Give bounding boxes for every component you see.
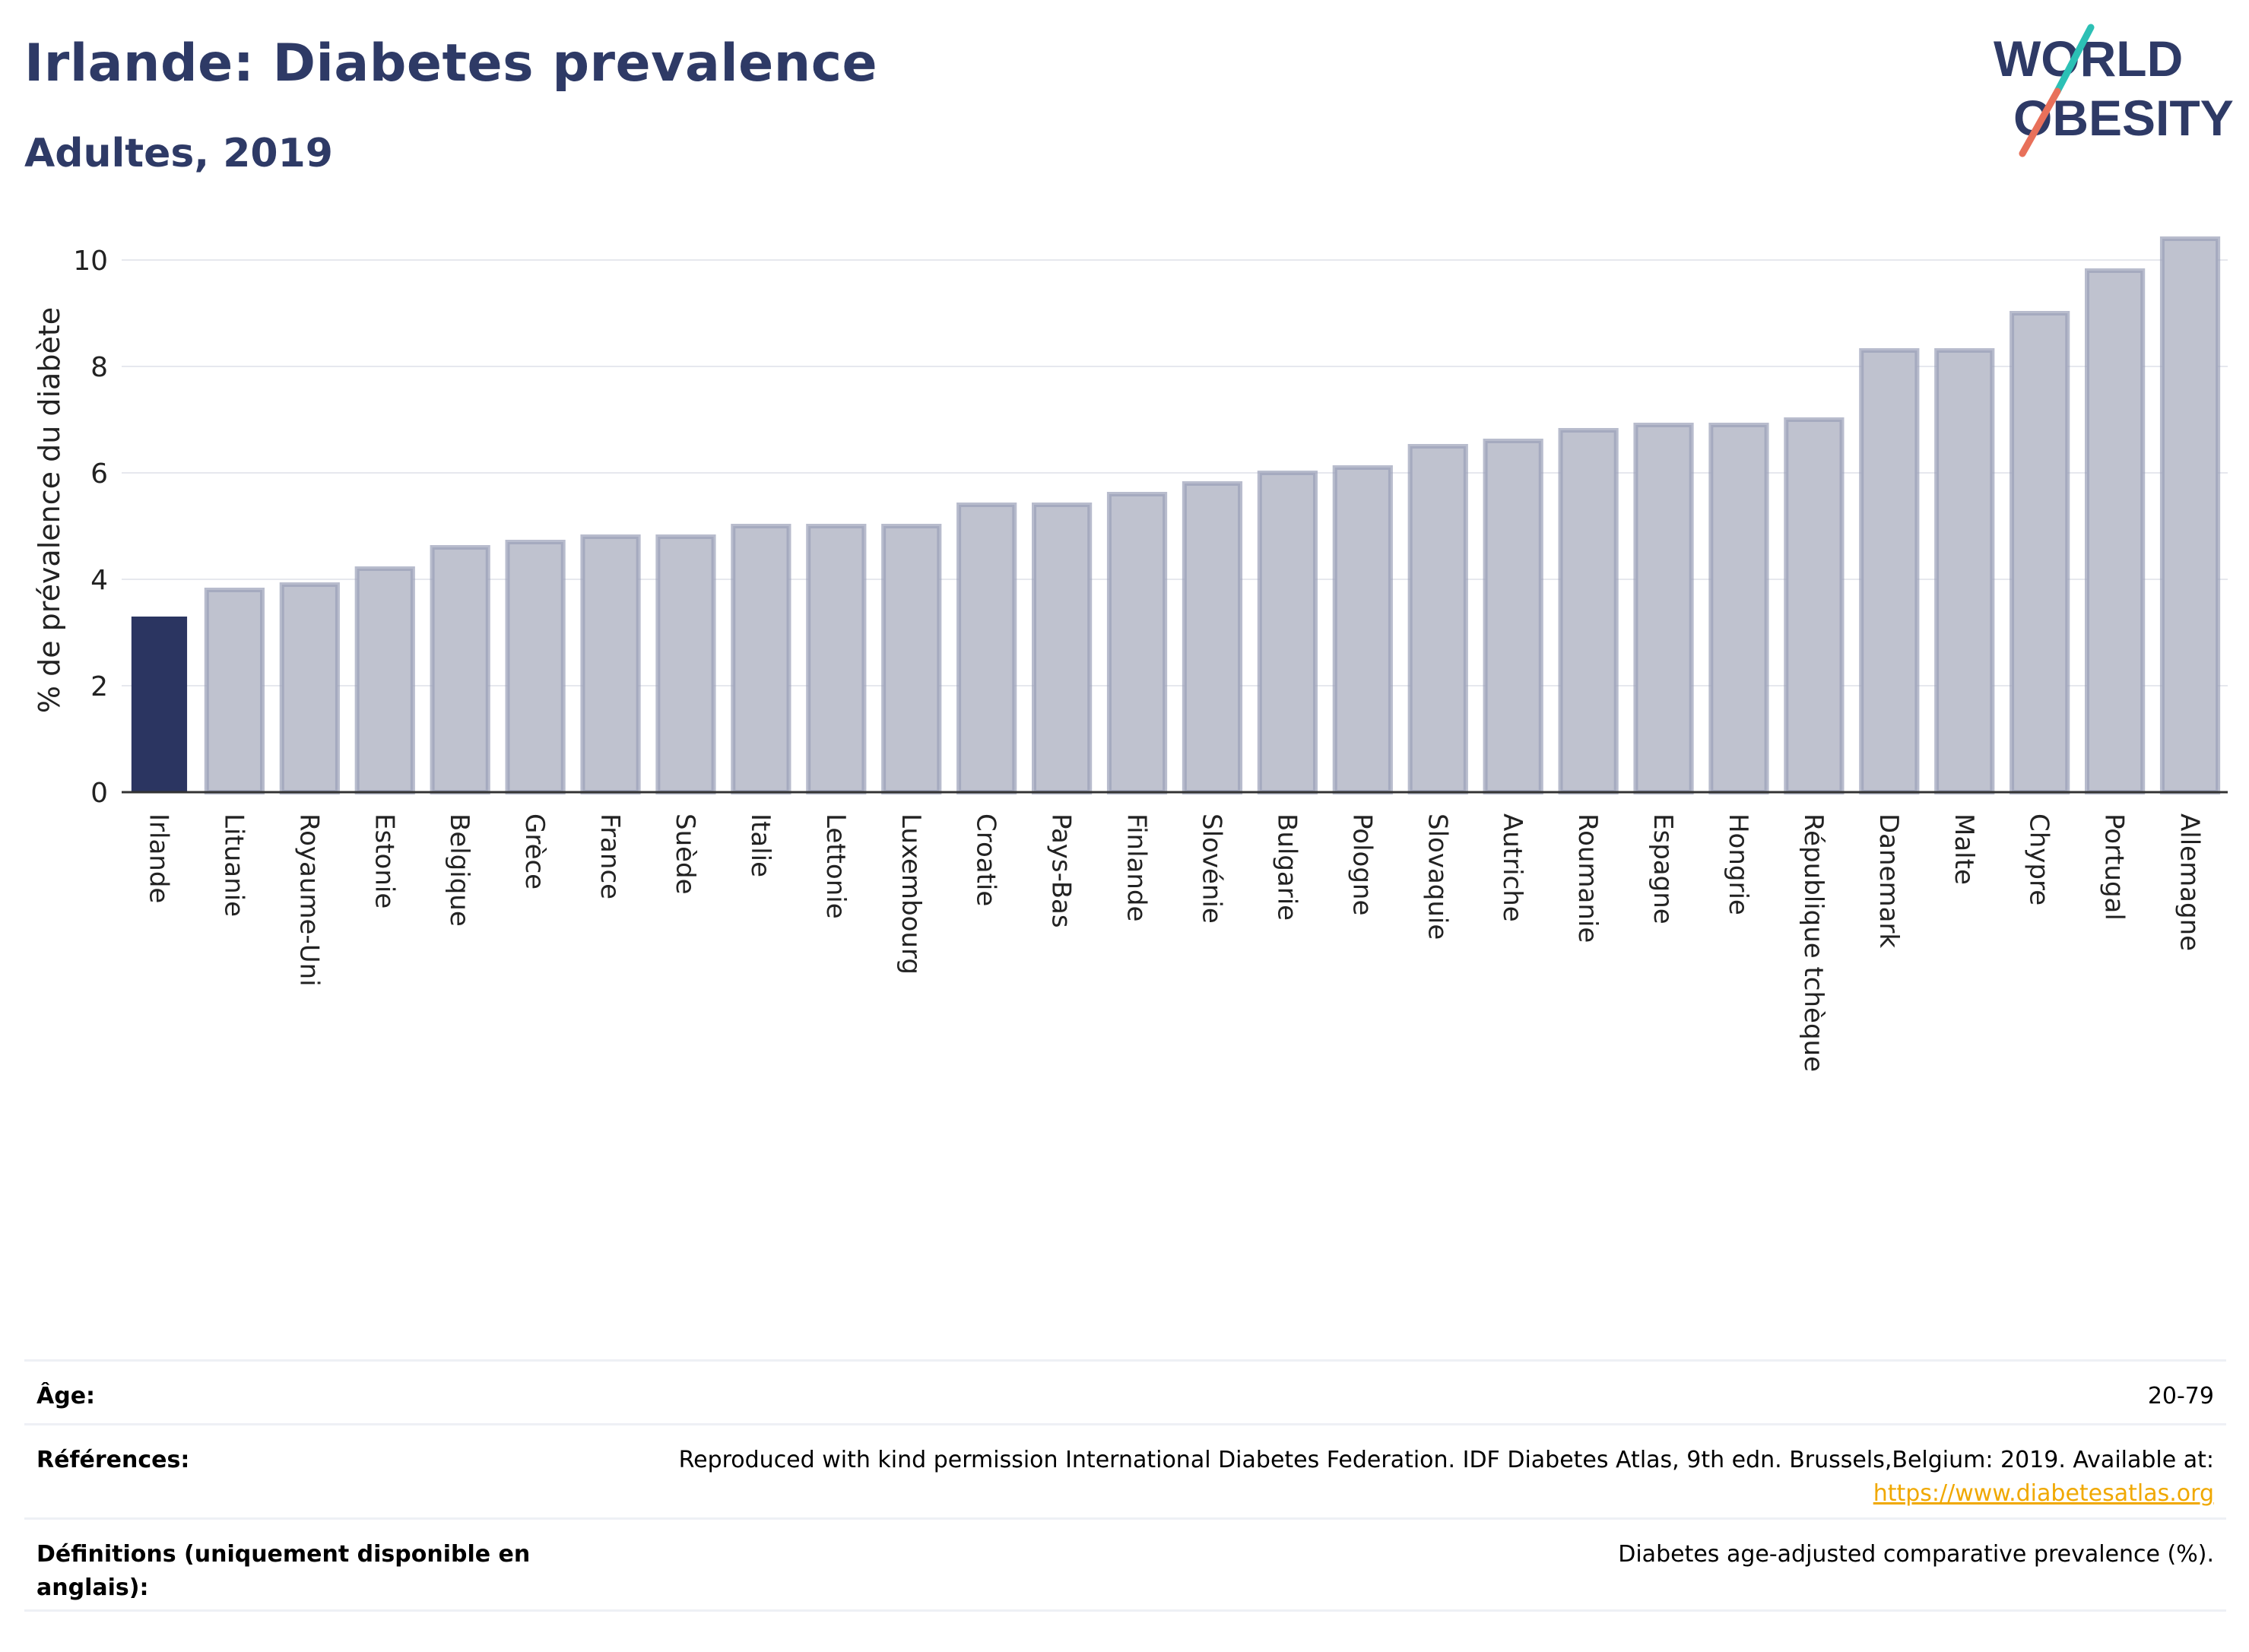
bar-autriche — [1483, 439, 1543, 794]
bar-italie — [731, 524, 791, 794]
bar-pays-bas — [1032, 503, 1093, 794]
bar-pologne — [1332, 465, 1393, 794]
x-tick-label: Croatie — [971, 813, 1001, 906]
x-tick-label: Pays-Bas — [1046, 813, 1077, 928]
age-value: 20-79 — [2147, 1383, 2214, 1409]
y-tick-label: 10 — [73, 246, 108, 277]
bar-grèce — [505, 540, 566, 794]
x-tick-label: République tchèque — [1798, 813, 1829, 1072]
bar-république-tchèque — [1784, 417, 1845, 794]
definitions-value: Diabetes age-adjusted comparative preval… — [1618, 1541, 2214, 1568]
bar-slovénie — [1182, 481, 1243, 794]
x-tick-label: Hongrie — [1723, 813, 1753, 915]
x-tick-label: Estonie — [369, 813, 399, 908]
y-axis-title: % de prévalence du diabète — [33, 307, 66, 713]
logo-slash-coral — [2019, 87, 2061, 157]
x-tick-label: Bulgarie — [1271, 813, 1302, 921]
x-tick-label: Roumanie — [1572, 813, 1603, 943]
bar-france — [580, 534, 641, 794]
bar-suède — [655, 534, 716, 794]
logo-line-1: WORLD — [1994, 30, 2183, 87]
bar-chypre — [2010, 311, 2070, 794]
x-tick-label: France — [595, 813, 625, 899]
x-tick-label: Belgique — [444, 813, 474, 927]
bar-luxembourg — [881, 524, 942, 794]
x-tick-label: Portugal — [2099, 813, 2130, 921]
y-tick-label: 2 — [90, 671, 108, 702]
footer-row-references: Références: Reproduced with kind permiss… — [24, 1423, 2226, 1517]
bar-bulgarie — [1257, 471, 1318, 794]
x-tick-label: Suède — [670, 813, 700, 895]
x-tick-label: Luxembourg — [896, 813, 926, 975]
references-label: Références: — [36, 1447, 190, 1473]
y-axis-ticks: 0 2 4 6 8 10 — [73, 246, 108, 809]
x-tick-label: Slovénie — [1196, 813, 1226, 924]
bar-belgique — [430, 545, 490, 794]
bar-malte — [1934, 348, 1995, 794]
x-tick-label: Malte — [1949, 813, 1979, 885]
footer-row-definitions: Définitions (uniquement disponible en an… — [24, 1517, 2226, 1612]
bars — [131, 236, 2221, 794]
y-tick-label: 8 — [90, 352, 108, 383]
y-tick-label: 4 — [90, 565, 108, 596]
bar-espagne — [1633, 423, 1694, 794]
age-label: Âge: — [36, 1383, 96, 1409]
x-tick-label: Lituanie — [218, 813, 249, 917]
x-tick-label: Finlande — [1121, 813, 1152, 921]
x-tick-label: Pologne — [1347, 813, 1377, 915]
bar-allemagne — [2159, 236, 2221, 794]
bar-lettonie — [806, 524, 867, 794]
references-link[interactable]: https://www.diabetesatlas.org — [1873, 1480, 2214, 1507]
x-tick-label: Danemark — [1873, 813, 1904, 948]
x-axis-labels: Irlande Lituanie Royaume-Uni Estonie Belgiqu… — [143, 813, 2204, 1072]
bar-portugal — [2085, 268, 2146, 794]
bar-croatie — [956, 503, 1017, 794]
x-tick-label: Irlande — [143, 813, 173, 903]
x-tick-label: Grèce — [519, 813, 550, 889]
x-tick-label: Espagne — [1648, 813, 1678, 924]
bar-lituanie — [204, 588, 265, 794]
x-tick-label: Lettonie — [820, 813, 851, 919]
x-tick-label: Royaume-Uni — [293, 813, 324, 987]
bar-estonie — [354, 566, 415, 794]
y-tick-label: 0 — [90, 778, 108, 809]
x-tick-label: Slovaquie — [1422, 813, 1452, 940]
page-subtitle: Adultes, 2019 — [24, 131, 333, 176]
references-value: Reproduced with kind permission Internat… — [679, 1444, 2214, 1511]
definitions-label: Définitions (uniquement disponible en an… — [36, 1541, 531, 1601]
bar-chart: 0 2 4 6 8 10 Irlande Lituanie Royaume-Uni Estoni… — [33, 236, 2228, 1072]
y-tick-label: 6 — [90, 458, 108, 490]
bar-hongrie — [1708, 423, 1769, 794]
x-tick-label: Autriche — [1497, 813, 1527, 922]
references-text: Reproduced with kind permission Internat… — [678, 1447, 2214, 1473]
bar-slovaquie — [1407, 444, 1468, 794]
x-tick-label: Chypre — [2024, 813, 2054, 905]
x-tick-label: Italie — [745, 813, 776, 877]
bar-royaume-uni — [279, 582, 340, 794]
bar-roumanie — [1558, 428, 1619, 794]
logo-slash-teal — [2054, 24, 2095, 95]
bar-finlande — [1106, 492, 1168, 794]
x-tick-label: Allemagne — [2174, 813, 2205, 951]
bar-danemark — [1859, 348, 1920, 794]
bar-irlande — [131, 617, 188, 792]
world-obesity-logo: WORLD OBESITY — [1994, 24, 2234, 157]
footer-row-age: Âge: 20-79 — [24, 1359, 2226, 1423]
footer-table: Âge: 20-79 Références: Reproduced with k… — [24, 1359, 2226, 1612]
page-title: Irlande: Diabetes prevalence — [24, 33, 878, 94]
